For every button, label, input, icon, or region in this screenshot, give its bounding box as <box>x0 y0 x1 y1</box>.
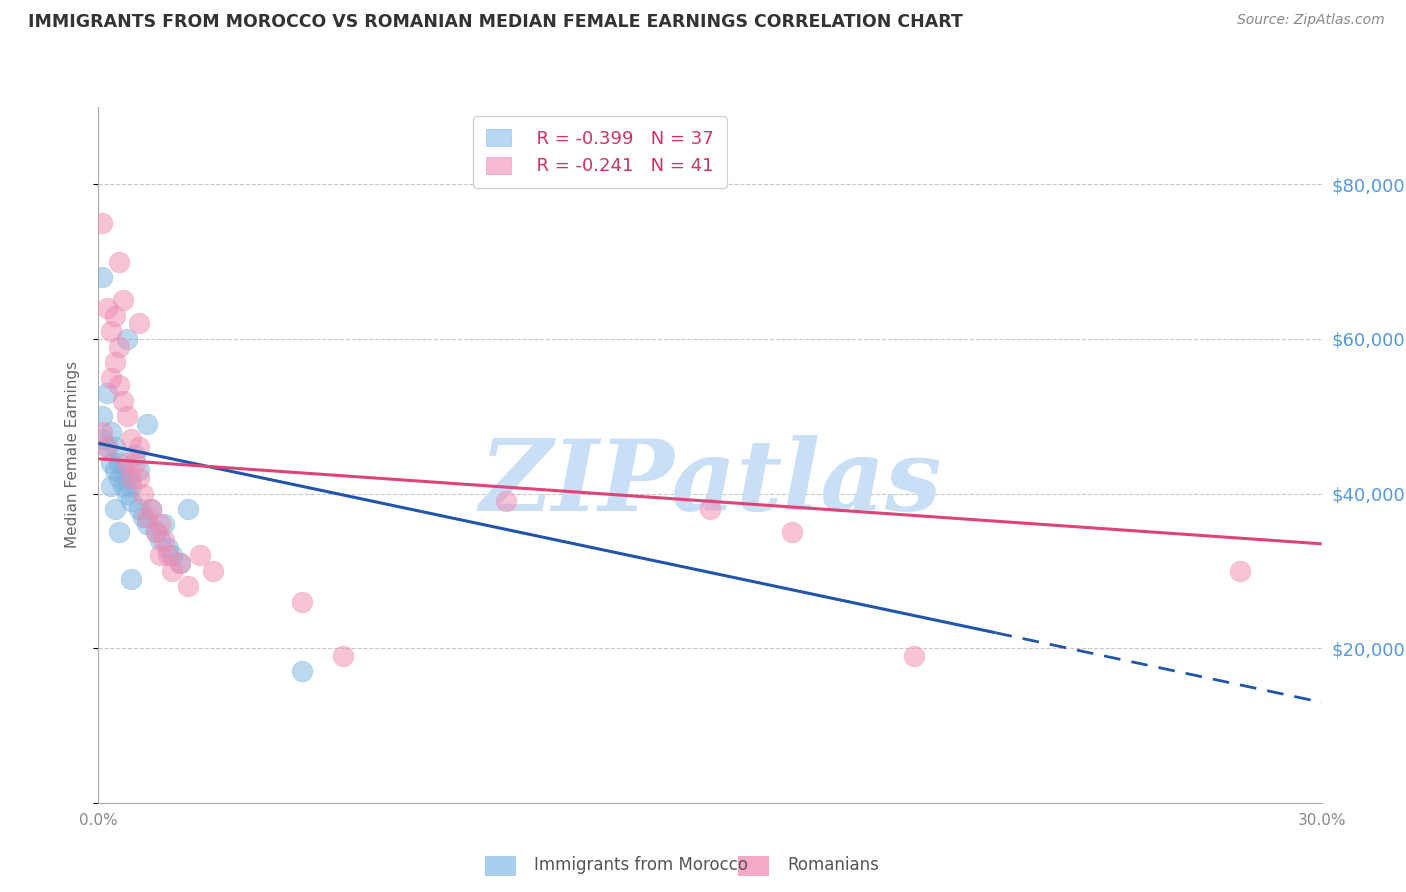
Point <box>145 525 167 540</box>
Point <box>149 517 172 532</box>
Point <box>699 502 721 516</box>
Point <box>104 440 127 454</box>
Point <box>145 525 167 540</box>
Point <box>1229 564 1251 578</box>
Point <box>169 556 191 570</box>
Point <box>495 494 517 508</box>
Point <box>115 332 138 346</box>
Point <box>91 216 114 230</box>
Point <box>132 486 155 500</box>
Point <box>111 479 134 493</box>
Point <box>108 378 131 392</box>
Point <box>141 502 163 516</box>
Point <box>108 254 131 268</box>
Point <box>128 440 150 454</box>
Point <box>132 509 155 524</box>
Point <box>111 393 134 408</box>
Point <box>156 549 179 563</box>
Point <box>104 463 127 477</box>
Text: IMMIGRANTS FROM MOROCCO VS ROMANIAN MEDIAN FEMALE EARNINGS CORRELATION CHART: IMMIGRANTS FROM MOROCCO VS ROMANIAN MEDI… <box>28 13 963 31</box>
Point <box>96 301 118 315</box>
Point <box>120 572 142 586</box>
Point <box>100 425 122 439</box>
Point <box>108 525 131 540</box>
Point <box>115 456 138 470</box>
Point <box>100 456 122 470</box>
Point <box>169 556 191 570</box>
Point <box>136 509 159 524</box>
Point <box>188 549 212 563</box>
Point <box>96 440 118 454</box>
Point <box>120 471 142 485</box>
Point <box>152 517 174 532</box>
Point <box>149 533 172 547</box>
Point <box>160 549 183 563</box>
Point <box>100 479 122 493</box>
Point <box>115 471 138 485</box>
Text: Source: ZipAtlas.com: Source: ZipAtlas.com <box>1237 13 1385 28</box>
Point <box>111 293 134 308</box>
Point <box>128 471 150 485</box>
Point <box>160 564 183 578</box>
Point <box>149 549 172 563</box>
Point <box>152 533 174 547</box>
Point <box>100 370 122 384</box>
Point <box>177 579 200 593</box>
Point <box>291 665 314 679</box>
Point <box>124 456 146 470</box>
Point <box>104 309 127 323</box>
Point <box>124 448 146 462</box>
Point <box>115 409 138 424</box>
Point <box>91 425 114 439</box>
Point <box>91 409 114 424</box>
Text: Romanians: Romanians <box>787 856 879 874</box>
Point <box>115 486 138 500</box>
Point <box>104 502 127 516</box>
Point <box>332 648 354 663</box>
Point <box>136 417 159 431</box>
Point <box>96 440 118 454</box>
Point <box>104 355 127 369</box>
Text: ZIPatlas: ZIPatlas <box>479 434 941 531</box>
Point <box>120 479 142 493</box>
Point <box>108 456 131 470</box>
Point <box>120 494 142 508</box>
Point <box>120 433 142 447</box>
Text: Immigrants from Morocco: Immigrants from Morocco <box>534 856 748 874</box>
Point <box>91 433 114 447</box>
Point <box>108 471 131 485</box>
Point <box>780 525 803 540</box>
Legend:   R = -0.399   N = 37,   R = -0.241   N = 41: R = -0.399 N = 37, R = -0.241 N = 41 <box>472 116 727 188</box>
Point <box>136 517 159 532</box>
Y-axis label: Median Female Earnings: Median Female Earnings <box>65 361 80 549</box>
Point <box>177 502 200 516</box>
Point <box>108 340 131 354</box>
Point <box>96 386 118 401</box>
Point <box>128 502 150 516</box>
Point <box>128 463 150 477</box>
Point <box>111 463 134 477</box>
Point <box>291 595 314 609</box>
Point <box>141 502 163 516</box>
Point <box>903 648 925 663</box>
Point <box>100 324 122 338</box>
Point <box>156 541 179 555</box>
Point <box>201 564 224 578</box>
Point <box>91 270 114 285</box>
Point <box>128 317 150 331</box>
